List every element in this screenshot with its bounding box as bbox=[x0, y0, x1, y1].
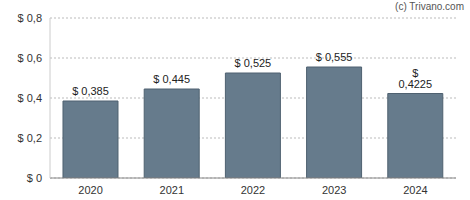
svg-text:2023: 2023 bbox=[322, 184, 346, 196]
html-text:(c) Trivano.com: (c) Trivano.com bbox=[395, 1, 464, 12]
svg-text:$ 0,4: $ 0,4 bbox=[18, 92, 42, 104]
svg-text:$0,4225: $0,4225 bbox=[398, 67, 432, 90]
svg-text:$ 0,385: $ 0,385 bbox=[72, 85, 109, 97]
svg-text:2022: 2022 bbox=[241, 184, 265, 196]
svg-text:$ 0,525: $ 0,525 bbox=[235, 57, 272, 69]
svg-text:2024: 2024 bbox=[403, 184, 427, 196]
svg-text:$ 0: $ 0 bbox=[27, 172, 42, 184]
svg-text:2021: 2021 bbox=[160, 184, 184, 196]
svg-text:$ 0,445: $ 0,445 bbox=[153, 73, 190, 85]
svg-text:$ 0,6: $ 0,6 bbox=[18, 52, 42, 64]
svg-text:$ 0,555: $ 0,555 bbox=[316, 51, 353, 63]
svg-text:$ 0,2: $ 0,2 bbox=[18, 132, 42, 144]
svg-text:2020: 2020 bbox=[78, 184, 102, 196]
svg-text:$ 0,8: $ 0,8 bbox=[18, 12, 42, 24]
